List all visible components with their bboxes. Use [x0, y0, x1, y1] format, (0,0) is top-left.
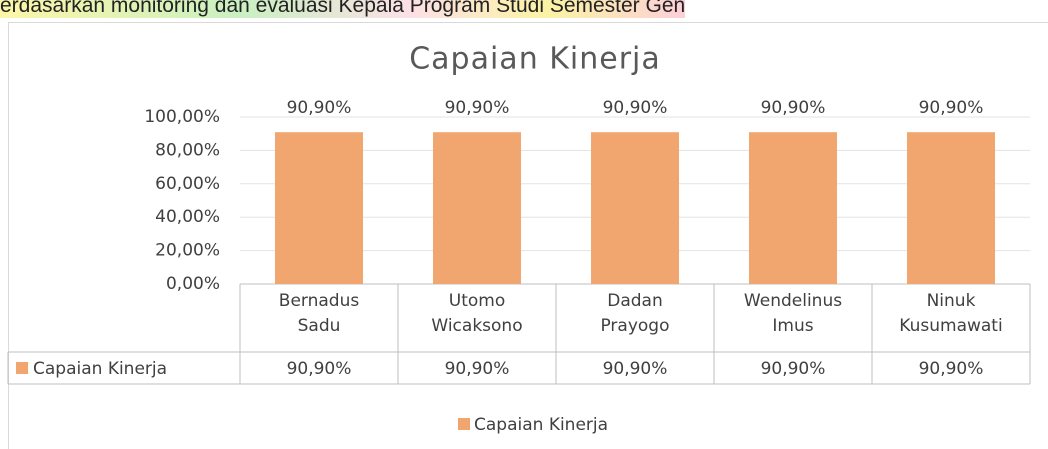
y-tick-label: 0,00% [166, 274, 220, 294]
y-tick-label: 20,00% [155, 241, 220, 261]
y-tick-label: 100,00% [144, 107, 220, 127]
table-value: 90,90% [761, 359, 826, 379]
data-label: 90,90% [761, 98, 826, 118]
legend-key [458, 418, 470, 430]
table-value: 90,90% [603, 359, 668, 379]
table-value: 90,90% [445, 359, 510, 379]
bar [433, 132, 521, 284]
header-text: erdasarkan monitoring dan evaluasi Kepal… [0, 0, 686, 18]
y-tick-label: 60,00% [155, 174, 220, 194]
bar [907, 132, 995, 284]
x-tick-label: Bernadus Sadu [278, 291, 360, 336]
table-legend-key [16, 362, 28, 374]
table-row-header: Capaian Kinerja [33, 359, 167, 379]
bar [749, 132, 837, 284]
data-label: 90,90% [603, 98, 668, 118]
data-label: 90,90% [445, 98, 510, 118]
x-tick-label: Wendelinus Imus [743, 291, 843, 336]
chart-title: Capaian Kinerja [409, 42, 661, 77]
x-tick-label: Utomo Wicaksono [431, 291, 523, 336]
legend-label: Capaian Kinerja [474, 415, 608, 435]
bar [275, 132, 363, 284]
x-tick-label: Dadan Prayogo [600, 291, 670, 336]
y-tick-label: 40,00% [155, 207, 220, 227]
table-value: 90,90% [919, 359, 984, 379]
y-tick-label: 80,00% [155, 140, 220, 160]
table-value: 90,90% [287, 359, 352, 379]
data-label: 90,90% [287, 98, 352, 118]
x-tick-label: Ninuk Kusumawati [899, 291, 1003, 336]
chart-border [8, 22, 1048, 449]
data-label: 90,90% [919, 98, 984, 118]
bar [591, 132, 679, 284]
